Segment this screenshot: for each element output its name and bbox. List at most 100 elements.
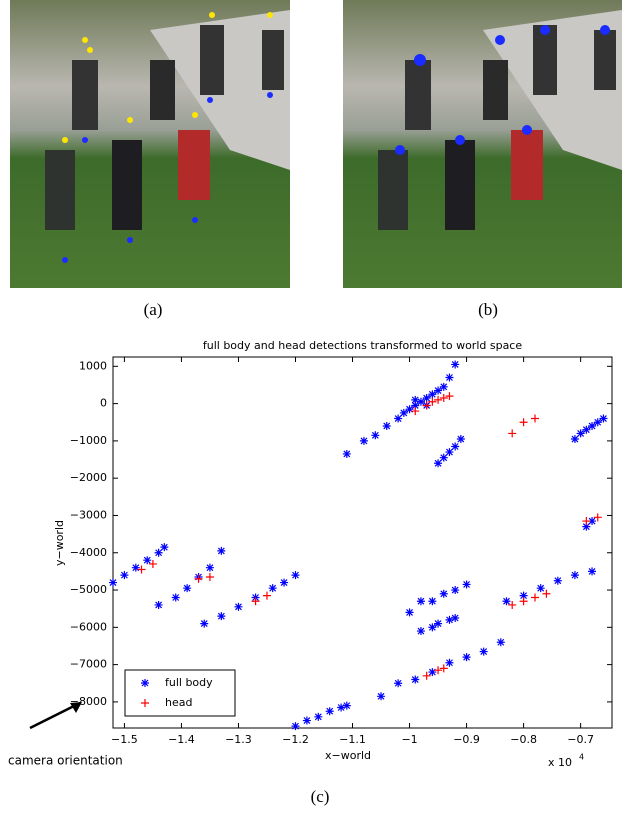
point bbox=[205, 563, 214, 572]
point bbox=[479, 647, 488, 656]
point bbox=[434, 386, 443, 395]
x-tick-label: −1 bbox=[401, 733, 417, 746]
point bbox=[394, 679, 403, 688]
x-axis-label: x−world bbox=[325, 749, 371, 762]
point bbox=[496, 638, 505, 647]
legend-marker bbox=[141, 679, 149, 687]
point bbox=[302, 716, 311, 725]
x-tick-label: −0.7 bbox=[567, 733, 594, 746]
caption: (a) bbox=[144, 300, 163, 319]
point bbox=[582, 517, 591, 526]
point bbox=[434, 459, 443, 468]
point bbox=[542, 589, 551, 598]
point bbox=[434, 395, 443, 404]
point bbox=[217, 546, 226, 555]
point bbox=[411, 407, 420, 416]
point bbox=[183, 584, 192, 593]
point bbox=[416, 397, 425, 406]
point bbox=[508, 429, 517, 438]
point bbox=[154, 600, 163, 609]
chart-title: full body and head detections transforme… bbox=[203, 339, 522, 352]
photo-b bbox=[343, 0, 622, 288]
point bbox=[143, 556, 152, 565]
point bbox=[405, 608, 414, 617]
point bbox=[502, 597, 511, 606]
point bbox=[588, 421, 597, 430]
point bbox=[428, 623, 437, 632]
annotation: camera orientation bbox=[8, 754, 123, 768]
plot-area bbox=[112, 356, 613, 729]
point bbox=[411, 395, 420, 404]
y-axis-label: y−world bbox=[53, 520, 66, 566]
point bbox=[416, 627, 425, 636]
point bbox=[291, 571, 300, 580]
y-tick-label: −8000 bbox=[70, 695, 107, 708]
point bbox=[359, 436, 368, 445]
point bbox=[428, 668, 437, 677]
point bbox=[445, 448, 454, 457]
point bbox=[342, 449, 351, 458]
point bbox=[416, 597, 425, 606]
point bbox=[377, 692, 386, 701]
point bbox=[137, 565, 146, 574]
y-tick-label: 0 bbox=[100, 397, 107, 410]
point bbox=[120, 571, 129, 580]
caption: (c) bbox=[311, 787, 330, 806]
point bbox=[268, 584, 277, 593]
point bbox=[445, 392, 454, 401]
point bbox=[445, 658, 454, 667]
point bbox=[251, 597, 260, 606]
y-tick-label: −2000 bbox=[70, 471, 107, 484]
point bbox=[531, 593, 540, 602]
x-tick-label: −1.5 bbox=[111, 733, 138, 746]
point bbox=[593, 418, 602, 427]
point bbox=[109, 578, 117, 587]
point bbox=[451, 586, 460, 595]
point bbox=[217, 612, 226, 621]
point bbox=[200, 619, 209, 628]
point bbox=[536, 584, 545, 593]
point bbox=[570, 571, 579, 580]
legend-marker bbox=[141, 699, 149, 707]
point bbox=[519, 418, 528, 427]
legend-box bbox=[124, 669, 236, 717]
y-tick-label: 1000 bbox=[79, 359, 107, 372]
y-tick-label: −6000 bbox=[70, 620, 107, 633]
x-tick-label: −0.8 bbox=[510, 733, 537, 746]
point bbox=[451, 360, 460, 369]
point bbox=[439, 453, 448, 462]
x-offset-label: x 10 bbox=[548, 756, 572, 769]
point bbox=[405, 405, 414, 414]
point bbox=[280, 578, 289, 587]
point bbox=[205, 572, 214, 581]
point bbox=[194, 574, 203, 583]
point bbox=[325, 707, 334, 716]
point bbox=[439, 589, 448, 598]
point bbox=[439, 664, 448, 673]
point bbox=[553, 576, 562, 585]
point bbox=[434, 666, 443, 675]
point bbox=[394, 414, 403, 423]
y-tick-label: −3000 bbox=[70, 508, 107, 521]
point bbox=[588, 567, 597, 576]
point bbox=[439, 394, 448, 403]
legend-label: head bbox=[165, 696, 192, 709]
point bbox=[576, 429, 585, 438]
y-tick-label: −4000 bbox=[70, 546, 107, 559]
point bbox=[462, 653, 471, 662]
point bbox=[451, 614, 460, 623]
point bbox=[314, 712, 323, 721]
point bbox=[570, 435, 579, 444]
point bbox=[382, 421, 391, 430]
point bbox=[456, 435, 465, 444]
point bbox=[422, 394, 431, 403]
point bbox=[399, 408, 408, 417]
point bbox=[148, 559, 157, 568]
x-tick-label: −0.9 bbox=[453, 733, 480, 746]
x-tick-label: −1.4 bbox=[168, 733, 195, 746]
y-tick-label: −1000 bbox=[70, 434, 107, 447]
point bbox=[519, 591, 528, 600]
annotation-arrow bbox=[29, 701, 81, 730]
x-tick-label: −1.3 bbox=[225, 733, 252, 746]
